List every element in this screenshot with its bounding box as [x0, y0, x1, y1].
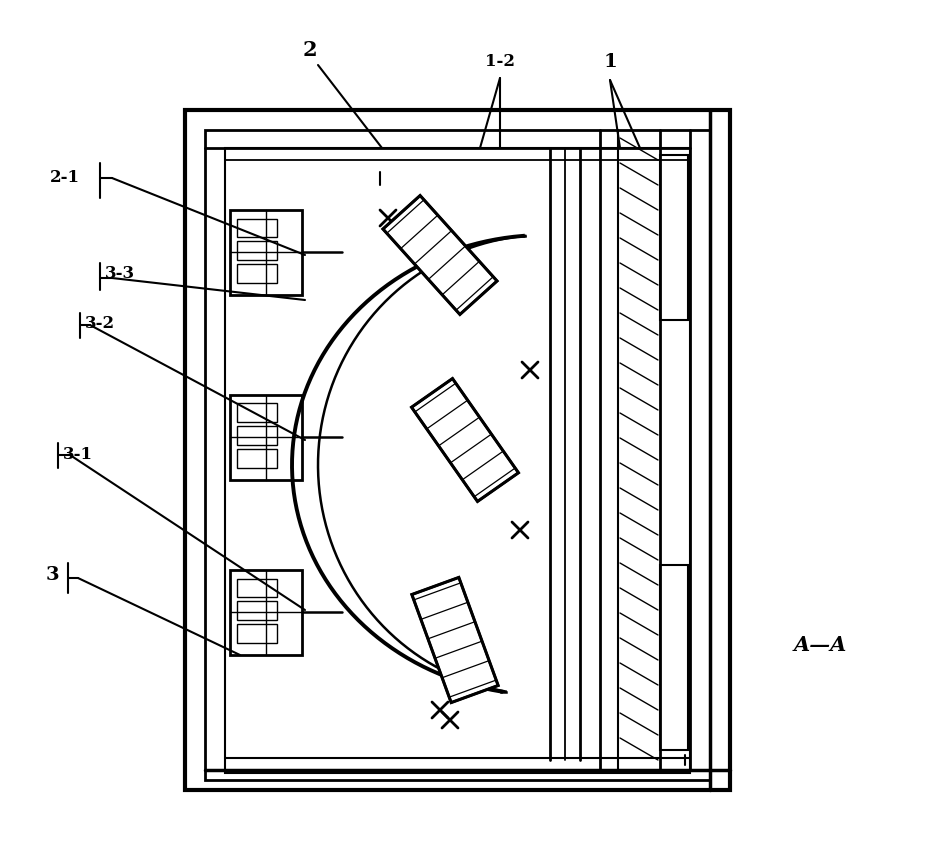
Bar — [225, 148, 689, 773]
Bar — [229, 395, 301, 480]
Text: 3-2: 3-2 — [85, 314, 115, 331]
Bar — [237, 404, 276, 423]
Bar — [237, 602, 276, 620]
Text: 1: 1 — [603, 53, 616, 71]
Text: 3: 3 — [45, 566, 59, 584]
Polygon shape — [411, 378, 518, 502]
Bar — [229, 210, 301, 295]
Bar — [659, 155, 687, 320]
Text: A—A: A—A — [793, 635, 846, 655]
Text: 2-1: 2-1 — [50, 170, 80, 187]
Text: 1-2: 1-2 — [485, 54, 515, 71]
Bar — [237, 264, 276, 283]
Bar — [237, 218, 276, 237]
Bar — [229, 570, 301, 655]
Bar — [184, 110, 729, 790]
Text: 3-3: 3-3 — [105, 264, 135, 281]
Bar — [237, 449, 276, 468]
Text: 2: 2 — [302, 40, 317, 60]
Polygon shape — [412, 578, 498, 703]
Bar — [205, 130, 709, 780]
Bar — [237, 579, 276, 597]
Polygon shape — [383, 196, 496, 314]
Text: 3-1: 3-1 — [63, 446, 93, 463]
Bar — [237, 625, 276, 643]
Bar — [237, 427, 276, 445]
Bar — [237, 241, 276, 260]
Bar — [659, 565, 687, 750]
